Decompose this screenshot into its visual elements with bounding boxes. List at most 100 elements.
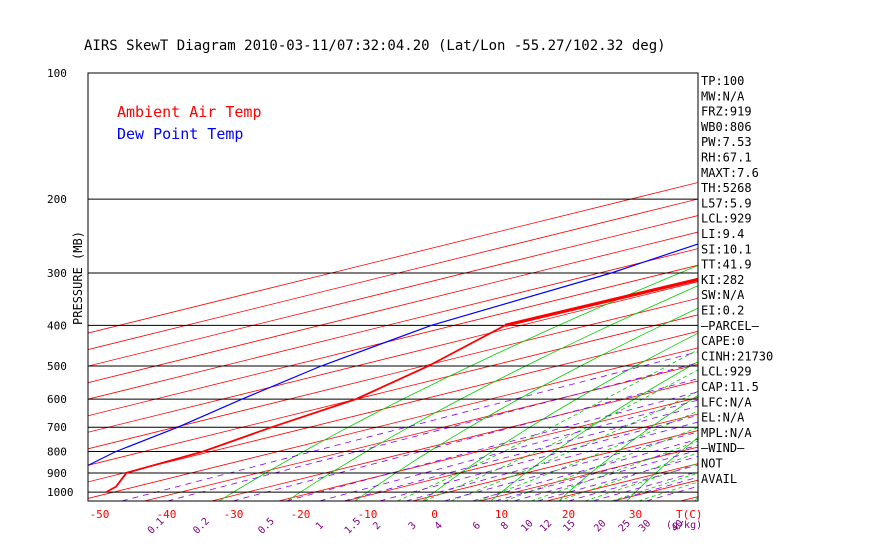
isotherm-line xyxy=(343,413,698,501)
bottom-temp-tick-label: 20 xyxy=(562,508,575,521)
bottom-temp-tick-label: -50 xyxy=(90,508,110,521)
pressure-tick-label: 300 xyxy=(47,267,67,280)
grid-lines xyxy=(88,0,870,512)
mixing-ratio-tick-label: 10 xyxy=(519,518,535,534)
dry-adiabat-line xyxy=(825,0,870,510)
index-entry: LFC:N/A xyxy=(701,395,752,409)
index-entry: EI:0.2 xyxy=(701,304,744,318)
isotherm-line xyxy=(770,0,870,512)
index-entry: —PARCEL— xyxy=(701,319,760,333)
mixing-ratio-tick-label: 1 xyxy=(314,520,326,532)
isotherm-line xyxy=(88,347,698,499)
bottom-temp-tick-label: 0 xyxy=(431,508,438,521)
mixing-ratio-tick-label: 3 xyxy=(407,520,419,532)
index-entry: MAXT:7.6 xyxy=(701,166,759,180)
mixing-ratio-tick-label: 2 xyxy=(371,520,383,532)
index-entry: LI:9.4 xyxy=(701,227,744,241)
index-entry: LCL:929 xyxy=(701,212,752,226)
mixing-ratio-line xyxy=(405,421,698,501)
index-entry: SW:N/A xyxy=(701,288,745,302)
mixing-ratio-tick-label: 0.2 xyxy=(191,516,212,537)
isotherm-line xyxy=(410,430,698,501)
index-entry: CINH:21730 xyxy=(701,349,773,363)
isotherm-line xyxy=(88,215,698,367)
isotherm-line xyxy=(88,314,698,466)
pressure-tick-label: 900 xyxy=(47,467,67,480)
y-axis-label: PRESSURE (MB) xyxy=(71,231,85,325)
chart-title: AIRS SkewT Diagram 2010-03-11/07:32:04.2… xyxy=(84,38,666,54)
bottom-temp-tick-label: -40 xyxy=(157,508,177,521)
isotherm-line xyxy=(477,446,698,501)
isotherm-line xyxy=(88,330,698,483)
dry-adiabat-line xyxy=(626,437,698,501)
mixing-ratio-tick-label: 6 xyxy=(471,520,483,532)
plot-frame xyxy=(87,72,699,502)
isotherm-line xyxy=(544,463,698,501)
moist-adiabat-line xyxy=(397,349,698,501)
isotherm-line xyxy=(88,297,698,450)
dry-adiabat-line xyxy=(558,395,698,501)
pressure-tick-label: 500 xyxy=(47,360,67,373)
isotherm-line xyxy=(209,380,698,501)
isotherm-line xyxy=(142,363,698,501)
moist-adiabat-line xyxy=(611,472,698,501)
index-entry: MPL:N/A xyxy=(701,426,752,440)
pressure-tick-label: 600 xyxy=(47,393,67,406)
mixing-ratio-line xyxy=(232,378,698,501)
mixing-ratio-line xyxy=(286,391,698,501)
dry-adiabat-line xyxy=(490,361,698,501)
mixing-ratio-tick-label: 12 xyxy=(538,518,554,534)
index-entry: SI:10.1 xyxy=(701,242,752,256)
series-line-emphasis xyxy=(504,277,698,327)
x-axis-label: T(C) xyxy=(676,508,703,521)
moist-adiabat-line xyxy=(423,369,698,501)
index-entry: TT:41.9 xyxy=(701,258,752,272)
bottom-temp-tick-label: -20 xyxy=(291,508,311,521)
isotherm-line xyxy=(276,397,698,501)
bottom-temp-tick-label: -30 xyxy=(224,508,244,521)
index-entry: WB0:806 xyxy=(701,120,752,134)
index-entry: FRZ:919 xyxy=(701,105,752,119)
legend-entry: Dew Point Temp xyxy=(117,125,243,143)
index-entry: TH:5268 xyxy=(701,181,752,195)
index-entry: AVAIL xyxy=(701,472,737,486)
isotherm-line xyxy=(837,0,870,512)
legend-entry: Ambient Air Temp xyxy=(117,103,262,121)
moist-adiabat-line xyxy=(531,440,698,501)
index-entry: NOT xyxy=(701,457,723,471)
index-entry: KI:282 xyxy=(701,273,744,287)
pressure-tick-label: 100 xyxy=(47,67,67,80)
isotherm-line xyxy=(88,198,698,350)
pressure-tick-label: 1000 xyxy=(47,486,74,499)
moist-adiabat-line xyxy=(638,481,698,501)
mixing-ratio-line xyxy=(121,351,698,501)
mixing-ratio-line xyxy=(167,362,698,501)
index-entry: LCL:929 xyxy=(701,365,752,379)
pressure-tick-label: 700 xyxy=(47,421,67,434)
series-lines xyxy=(88,243,698,493)
index-entry: L57:5.9 xyxy=(701,196,752,210)
legend: Ambient Air Temp Dew Point Temp xyxy=(117,103,262,143)
moist-adiabat-line xyxy=(450,390,698,501)
index-entry: TP:100 xyxy=(701,74,744,88)
pressure-tick-label: 400 xyxy=(47,319,67,332)
isotherm-line xyxy=(678,496,698,501)
mixing-ratio-line xyxy=(379,414,698,501)
index-entry: CAP:11.5 xyxy=(701,380,759,394)
mixing-ratio-unit-label: (g/kg) xyxy=(666,520,702,531)
dry-adiabat-line xyxy=(218,264,698,501)
index-entry: EL:N/A xyxy=(701,411,745,425)
mixing-ratio-line xyxy=(444,431,698,501)
series-line xyxy=(88,243,698,467)
mixing-ratio-line xyxy=(319,399,698,501)
dry-adiabat-line xyxy=(286,285,698,501)
dry-adiabat-line xyxy=(354,307,698,501)
bottom-temp-tick-label: 10 xyxy=(495,508,508,521)
mixing-ratio-line xyxy=(343,405,698,501)
index-entry: RH:67.1 xyxy=(701,151,752,165)
mixing-ratio-tick-label: 4 xyxy=(433,520,445,532)
moist-adiabat-line xyxy=(504,426,698,501)
